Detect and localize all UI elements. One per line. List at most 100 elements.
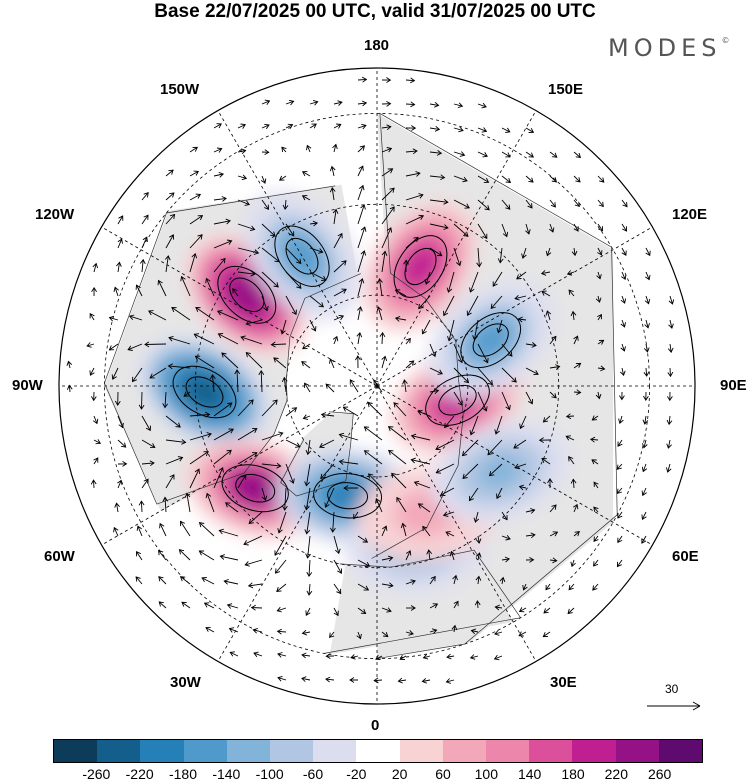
wind-vector — [320, 412, 335, 418]
colorbar-tick-label: 220 — [604, 766, 629, 782]
meridian-line — [206, 385, 378, 682]
wind-vector — [237, 199, 250, 206]
wind-vector — [189, 193, 202, 201]
wind-vector — [357, 100, 368, 107]
wind-vector — [189, 234, 203, 249]
wind-vector — [381, 355, 388, 369]
wind-vector — [158, 576, 167, 585]
wind-vector — [645, 247, 651, 257]
wind-vector — [381, 607, 392, 613]
wind-vector — [501, 127, 511, 133]
wind-vector — [405, 214, 425, 225]
wind-vector — [279, 175, 287, 181]
wind-vector — [301, 629, 311, 636]
wind-vector — [617, 511, 623, 519]
contour-line — [217, 265, 277, 324]
wind-vector — [429, 247, 443, 257]
wind-vector — [545, 583, 551, 591]
wind-vector — [543, 607, 551, 614]
wind-vector — [194, 355, 215, 369]
wind-vector — [393, 402, 407, 417]
wind-vector — [373, 677, 383, 684]
wind-vector — [179, 576, 191, 585]
wind-vector — [248, 511, 263, 525]
wind-vector — [400, 522, 407, 537]
contour-line — [438, 384, 477, 416]
wind-vector — [542, 415, 551, 423]
colorbar-swatch — [54, 740, 98, 762]
wind-vector — [518, 631, 527, 637]
wind-vector — [217, 333, 239, 345]
wind-vector — [566, 270, 575, 276]
wind-vector — [114, 391, 121, 406]
wind-vector — [591, 459, 599, 465]
wind-vector — [234, 369, 241, 393]
colorbar-swatch — [442, 740, 487, 762]
wind-vector — [164, 255, 171, 273]
wind-vector — [666, 439, 672, 449]
wind-vector — [304, 511, 311, 535]
wind-vector — [445, 678, 455, 684]
wind-vector — [435, 439, 455, 451]
wind-vector — [525, 223, 531, 235]
wind-vector — [157, 279, 167, 297]
wind-vector — [573, 362, 582, 369]
wind-vector — [219, 554, 239, 561]
wind-vector — [138, 500, 145, 513]
wind-vector — [306, 144, 312, 153]
wind-vector — [333, 583, 342, 595]
wind-vector — [363, 450, 383, 465]
wind-vector — [306, 559, 313, 578]
wind-vector — [141, 439, 156, 449]
wind-vector — [488, 463, 503, 477]
wind-vector — [367, 401, 383, 417]
wind-vector — [617, 439, 623, 447]
wind-vector — [641, 511, 647, 520]
wind-vector — [162, 391, 169, 409]
wind-vector — [240, 335, 263, 345]
wind-vector — [261, 431, 284, 441]
colorbar-swatch — [658, 740, 703, 762]
wind-vector — [447, 319, 455, 342]
lon-label-180: 180 — [364, 37, 390, 54]
colorbar-tick-label: -60 — [302, 766, 324, 782]
wind-vector — [213, 147, 223, 153]
wind-vector — [667, 343, 674, 354]
wind-vector — [453, 126, 464, 133]
meridian-line — [81, 385, 378, 557]
wind-vector — [274, 559, 287, 574]
wind-vector — [113, 526, 119, 537]
coastline — [371, 112, 618, 659]
wind-vector — [228, 627, 239, 633]
wind-vector — [285, 271, 302, 289]
wind-vector — [477, 175, 490, 183]
wind-vector — [168, 335, 191, 345]
wind-vector — [570, 310, 577, 321]
wind-vector — [253, 651, 263, 658]
wind-vector — [333, 535, 341, 555]
wind-vector — [469, 654, 479, 660]
wind-vector — [353, 511, 359, 520]
wind-vector — [117, 461, 128, 467]
wind-vector — [477, 367, 493, 386]
wind-vector — [285, 407, 298, 417]
wind-vector — [426, 549, 433, 561]
wind-vector — [159, 522, 167, 537]
wind-vector — [117, 415, 124, 429]
contour-line — [229, 277, 265, 313]
wind-vector — [643, 343, 650, 353]
wind-vector — [333, 607, 339, 617]
wind-vector — [381, 168, 394, 177]
anomaly-band — [478, 455, 522, 489]
colorbar-swatch — [572, 740, 616, 762]
wind-vector — [90, 479, 97, 489]
graticule — [59, 68, 695, 704]
contour-lines — [172, 225, 522, 519]
wind-vector — [518, 484, 527, 491]
wind-vector — [277, 652, 287, 658]
wind-vector — [165, 213, 176, 225]
colorbar-tick-label: -220 — [125, 766, 154, 782]
wind-vector — [394, 315, 407, 322]
wind-vector — [132, 367, 143, 383]
wind-vector — [285, 99, 295, 106]
